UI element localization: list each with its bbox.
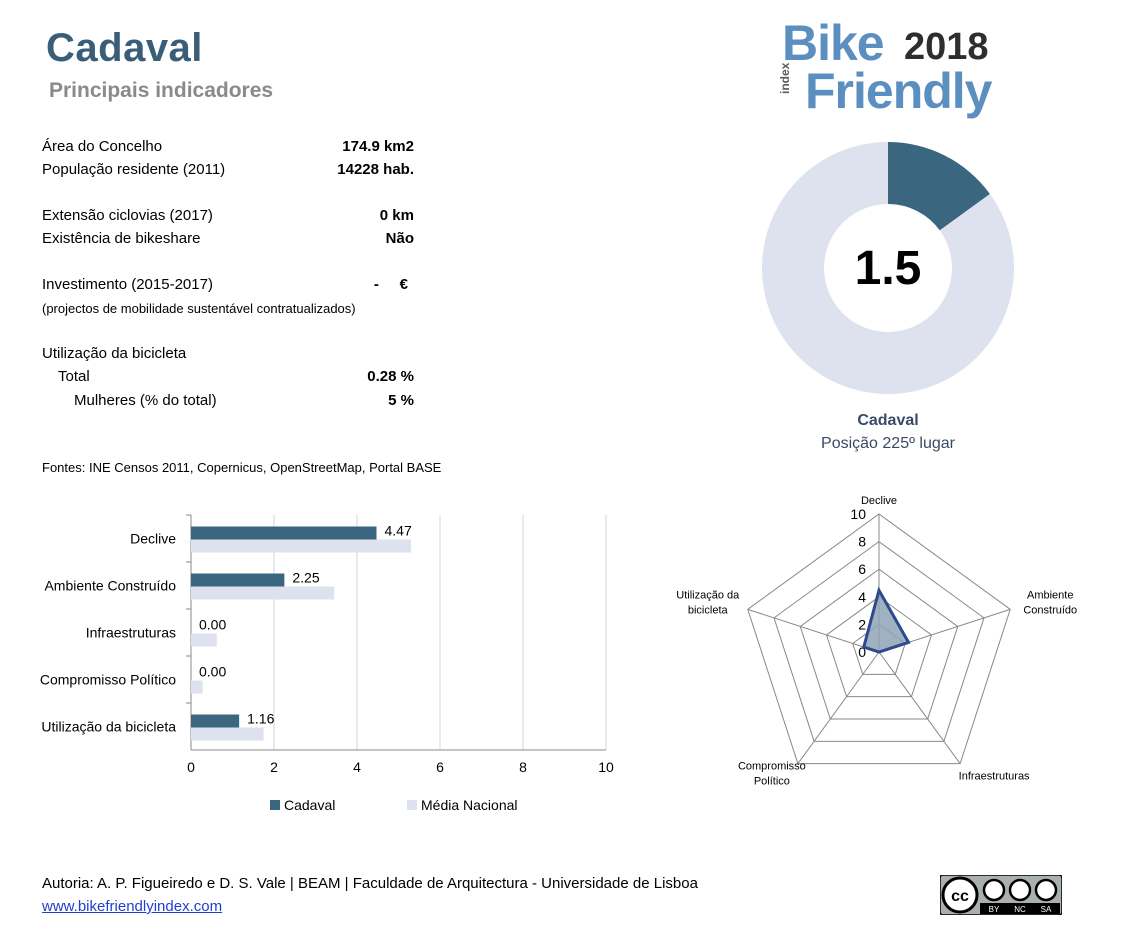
sources-note: Fontes: INE Censos 2011, Copernicus, Ope…: [42, 460, 442, 475]
donut-slice-score: [888, 142, 990, 231]
logo-year-text: 2018: [904, 26, 989, 68]
category-label: Compromisso Político: [40, 672, 176, 688]
legend-label: Cadaval: [284, 797, 335, 813]
radar-axis-label-line: Político: [754, 776, 790, 788]
score-location: Cadaval: [857, 412, 919, 429]
sa-icon: [1034, 878, 1058, 902]
nc-icon: [1008, 878, 1032, 902]
bar-media-nacional: [191, 727, 264, 741]
indicator-label: Existência de bikeshare: [42, 230, 201, 247]
radar-ring: [799, 568, 959, 720]
indicators-bar-chart: 0 2 4 6 8 10 Declive 4.47 Ambiente Construído 2.2…: [40, 514, 614, 813]
bar-cadaval: [191, 714, 240, 728]
logo-friendly-text: Friendly: [805, 63, 992, 119]
x-tick-label: 6: [436, 759, 444, 775]
radar-spoke: [797, 651, 880, 764]
data-label: 1.16: [247, 711, 274, 727]
by-icon: [982, 878, 1006, 902]
indicator-label: Mulheres (% do total): [74, 392, 217, 409]
radar-tick-label: 10: [850, 506, 866, 522]
radar-axis-label: Compromisso Político: [738, 761, 806, 788]
radar-axis-label-line: Construído: [1023, 604, 1077, 616]
bar-media-nacional: [191, 539, 411, 553]
radar-axis-label-line: Infraestruturas: [959, 771, 1030, 783]
category-label: Utilização da bicicleta: [41, 719, 176, 735]
legend-swatch-media: [407, 800, 417, 810]
radar-axis-label: Declive: [861, 495, 897, 507]
radar-ring: [747, 513, 1011, 765]
legend-swatch-cadaval: [270, 800, 280, 810]
data-label: 0.00: [199, 617, 226, 633]
sa-label: SA: [1041, 905, 1052, 914]
radar-tick-label: 2: [858, 616, 866, 632]
data-label: 0.00: [199, 664, 226, 680]
radar-axis-label-line: Declive: [861, 495, 897, 507]
authors-footer: Autoria: A. P. Figueiredo e D. S. Vale |…: [42, 875, 698, 892]
investment-note: (projectos de mobilidade sustentável con…: [42, 301, 356, 316]
website-link[interactable]: www.bikefriendlyindex.com: [42, 898, 223, 915]
cc-icon: [941, 876, 979, 914]
radar-ring: [825, 596, 933, 698]
by-label: BY: [989, 905, 1000, 914]
bar-media-nacional: [191, 680, 203, 694]
category-label: Declive: [130, 531, 176, 547]
nc-label: NC: [1014, 905, 1026, 914]
legend-label: Média Nacional: [421, 797, 518, 813]
radar-spoke: [747, 608, 880, 653]
radar-spoke: [878, 651, 961, 764]
category-label: Infraestruturas: [86, 625, 176, 641]
indicator-value: 174.9 km2: [342, 138, 414, 155]
indicator-label: População residente (2011): [42, 161, 226, 178]
radar-tick-label: 6: [858, 561, 866, 577]
x-tick-label: 8: [519, 759, 527, 775]
page-title: Cadaval: [46, 26, 203, 70]
indicator-value: 0.28 %: [367, 368, 414, 385]
data-label: 2.25: [292, 570, 319, 586]
indicator-label: Total: [58, 368, 90, 385]
bar-media-nacional: [191, 633, 217, 647]
page-subtitle: Principais indicadores: [49, 79, 274, 102]
data-label: 4.47: [385, 523, 412, 539]
radar-axis-label-line: Compromisso: [738, 761, 806, 773]
badge-label-bar: [980, 903, 1060, 914]
x-tick-label: 0: [187, 759, 195, 775]
x-tick-label: 4: [353, 759, 361, 775]
score-value: 1.5: [855, 242, 922, 295]
radar-tick-label: 8: [858, 534, 866, 550]
indicator-value: 14228 hab.: [337, 161, 414, 178]
x-tick-label: 10: [598, 759, 614, 775]
radar-axis-label-line: bicicleta: [688, 604, 729, 616]
radar-tick-label: 4: [858, 589, 866, 605]
score-position: Posição 225º lugar: [821, 435, 955, 452]
logo-index-text: index: [778, 62, 792, 94]
x-tick-label: 2: [270, 759, 278, 775]
radar-axis-label: Utilização da bicicleta: [676, 589, 740, 616]
radar-axis-label: Ambiente Construído: [1023, 589, 1077, 616]
cc-license-badge[interactable]: cc BY NC SA: [940, 875, 1062, 915]
bar-cadaval: [191, 573, 285, 587]
radar-axis-label-line: Ambiente: [1027, 589, 1073, 601]
radar-tick-label: 0: [858, 644, 866, 660]
indicator-value: 0 km: [379, 207, 414, 224]
bar-media-nacional: [191, 586, 335, 600]
category-label: Ambiente Construído: [44, 578, 176, 594]
indicator-label: Investimento (2015-2017): [42, 276, 213, 293]
indicator-value: 5 %: [388, 392, 414, 409]
radar-axis-label: Infraestruturas: [959, 771, 1030, 783]
score-donut-chart: 1.5: [762, 142, 1014, 394]
donut-slice-remainder: [762, 142, 1014, 394]
indicator-label: Extensão ciclovias (2017): [42, 207, 213, 224]
indicator-value: - €: [373, 276, 408, 293]
bar-cadaval: [191, 526, 377, 540]
cc-icon-text: cc: [951, 888, 969, 905]
radar-ring: [773, 540, 985, 742]
indicator-value: Não: [385, 230, 414, 247]
radar-axis-label-line: Utilização da: [676, 589, 740, 601]
logo-bike-text: Bike: [782, 15, 885, 71]
radar-series-cadaval: [861, 586, 911, 654]
indicator-label: Área do Concelho: [42, 138, 163, 155]
indicator-label: Utilização da bicicleta: [42, 345, 187, 362]
